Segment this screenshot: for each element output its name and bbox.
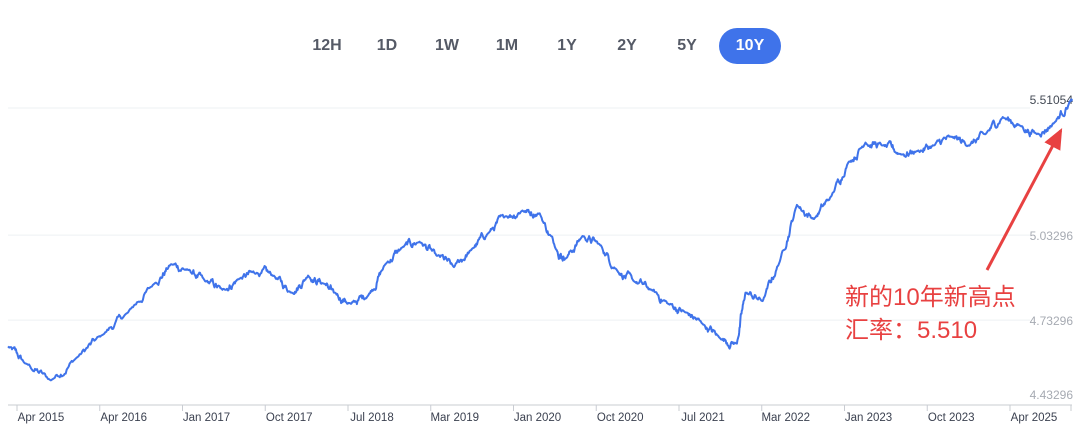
x-tick-label: Oct 2020: [597, 412, 644, 424]
tab-1w[interactable]: 1W: [435, 37, 459, 54]
series-endpoint: [1069, 98, 1073, 102]
series-line: [7, 99, 1073, 382]
x-tick-label: Mar 2022: [761, 412, 810, 424]
tab-1y[interactable]: 1Y: [557, 37, 577, 54]
x-tick-label: Oct 2017: [266, 412, 313, 424]
x-tick-label: Jan 2020: [514, 412, 561, 424]
x-tick-label: Jan 2023: [845, 412, 892, 424]
tab-5y[interactable]: 5Y: [677, 37, 697, 54]
tab-2y[interactable]: 2Y: [617, 37, 637, 54]
x-tick-label: Apr 2016: [100, 412, 147, 424]
annotation-text: 新的10年新高点: [845, 284, 1016, 311]
x-tick-label: Apr 2015: [18, 412, 65, 424]
x-tick-label: Jul 2021: [681, 412, 724, 424]
x-tick-label: Jan 2017: [183, 412, 230, 424]
annotation-arrow: [985, 127, 1063, 271]
tab-10y[interactable]: 10Y: [719, 28, 781, 64]
x-tick-label: Mar 2019: [430, 412, 479, 424]
y-tick-label: 5.03296: [1030, 229, 1074, 243]
annotation-text: 汇率：5.510: [845, 317, 977, 344]
range-tabs: 12H 1D 1W 1M 1Y 2Y 5Y 10Y: [0, 28, 1080, 64]
tab-12h[interactable]: 12H: [312, 37, 342, 54]
y-tick-label: 5.51054: [1030, 93, 1074, 107]
x-tick-label: Apr 2025: [1011, 412, 1058, 424]
x-tick-label: Oct 2023: [928, 412, 975, 424]
y-tick-label: 4.73296: [1030, 314, 1074, 328]
tab-1m[interactable]: 1M: [495, 37, 519, 54]
y-tick-label: 4.43296: [1030, 388, 1074, 402]
x-tick-label: Jul 2018: [350, 412, 393, 424]
tab-1d[interactable]: 1D: [376, 37, 398, 54]
